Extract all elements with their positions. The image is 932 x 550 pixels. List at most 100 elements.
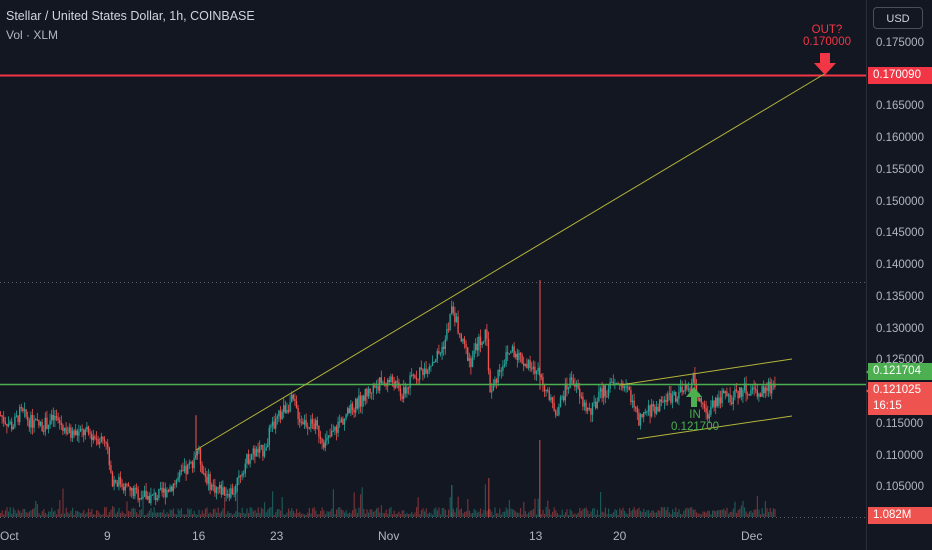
- volume-bar: [555, 510, 557, 517]
- candle-body: [739, 387, 741, 399]
- candle-body: [411, 374, 413, 376]
- candle-body: [190, 461, 192, 464]
- volume-bar: [67, 512, 69, 517]
- candle-body: [299, 419, 301, 423]
- candle-body: [593, 401, 595, 403]
- volume-bar: [4, 510, 6, 517]
- candle-body: [153, 493, 155, 495]
- volume-bar: [40, 514, 42, 517]
- candle-body: [124, 483, 126, 491]
- currency-button[interactable]: USD: [873, 7, 923, 29]
- volume-bar: [454, 512, 456, 517]
- volume-bar: [700, 514, 702, 517]
- candle-body: [451, 306, 453, 315]
- volume-bar: [756, 496, 758, 517]
- volume-bar: [635, 510, 637, 517]
- volume-bar: [73, 514, 75, 517]
- candle-body: [675, 392, 677, 402]
- symbol-title[interactable]: Stellar / United States Dollar, 1h, COIN…: [6, 9, 255, 23]
- candle-body: [569, 377, 571, 388]
- volume-bar: [520, 508, 522, 517]
- volume-bar: [344, 512, 346, 517]
- candle-body: [278, 410, 280, 417]
- candle-body: [707, 412, 709, 419]
- candle-body: [302, 421, 304, 425]
- price-tick-label: 0.115000: [876, 417, 924, 430]
- candle-body: [548, 390, 550, 400]
- candle-body: [20, 407, 22, 409]
- volume-bar: [200, 514, 202, 517]
- volume-bar: [108, 512, 110, 517]
- candle-body: [363, 395, 365, 401]
- volume-bar: [116, 511, 118, 517]
- volume-bar: [163, 509, 165, 517]
- candle-body: [131, 488, 133, 491]
- volume-bar: [299, 511, 301, 517]
- volume-bar: [715, 511, 717, 517]
- volume-bar: [318, 513, 320, 517]
- out-arrow-icon: [814, 53, 836, 75]
- candle-body: [633, 400, 635, 408]
- volume-bar: [16, 513, 18, 517]
- volume-bar: [36, 504, 38, 517]
- time-tick-label: Oct: [0, 529, 19, 543]
- volume-bar: [494, 507, 496, 517]
- candle-body: [326, 437, 328, 441]
- volume-bar: [139, 510, 141, 517]
- volume-bar: [283, 514, 285, 517]
- volume-bar: [712, 510, 714, 517]
- candle-body: [679, 386, 682, 392]
- candle-body: [559, 397, 562, 407]
- volume-bar: [656, 512, 658, 517]
- candle-body: [550, 397, 552, 400]
- volume-bar: [534, 498, 536, 517]
- volume-bar: [369, 509, 371, 517]
- volume-bar: [257, 507, 259, 517]
- volume-bar: [459, 509, 461, 517]
- candle-body: [439, 353, 442, 355]
- candle-body: [534, 366, 536, 374]
- volume-bar: [624, 510, 626, 517]
- volume-bar: [182, 514, 184, 517]
- channel-upper-line: [619, 358, 793, 386]
- volume-bar: [214, 508, 216, 517]
- in-annotation[interactable]: IN 0.121700: [665, 409, 725, 433]
- volume-bar: [513, 510, 515, 517]
- candle-body: [220, 484, 222, 495]
- candle-body: [166, 490, 168, 497]
- candle-body: [7, 423, 10, 427]
- candle-body: [692, 373, 694, 383]
- candle-body: [564, 383, 566, 401]
- candle-body: [547, 389, 549, 391]
- volume-spike: [451, 485, 453, 517]
- out-annotation[interactable]: OUT? 0.170000: [797, 24, 857, 48]
- drawings[interactable]: [0, 53, 872, 451]
- candle-body: [475, 343, 477, 351]
- volume-bar: [345, 510, 347, 517]
- volume-bar: [262, 508, 264, 517]
- candle-body: [417, 379, 419, 381]
- candle-body: [171, 486, 173, 492]
- volume-bar: [660, 507, 662, 517]
- volume-bar: [136, 512, 138, 517]
- candle-body: [652, 404, 654, 407]
- candle-body: [145, 490, 147, 500]
- candle-body: [209, 474, 211, 490]
- candle-body: [177, 477, 179, 481]
- volume-bar: [49, 511, 51, 517]
- volume-bar: [416, 507, 418, 517]
- volume-bar: [531, 510, 533, 517]
- candle-body: [748, 394, 750, 396]
- candle-body: [460, 334, 462, 342]
- candle-body: [33, 420, 35, 428]
- time-tick-label: Nov: [378, 529, 400, 543]
- candle-body: [751, 387, 754, 391]
- candle-body: [355, 398, 357, 413]
- candle-body: [255, 448, 258, 457]
- volume-indicator-label[interactable]: Vol · XLM: [6, 28, 59, 42]
- candle-body: [551, 397, 554, 403]
- candle-body: [167, 490, 170, 492]
- green-line-price-badge: 0.121704: [868, 363, 932, 380]
- volume-bar: [57, 508, 59, 517]
